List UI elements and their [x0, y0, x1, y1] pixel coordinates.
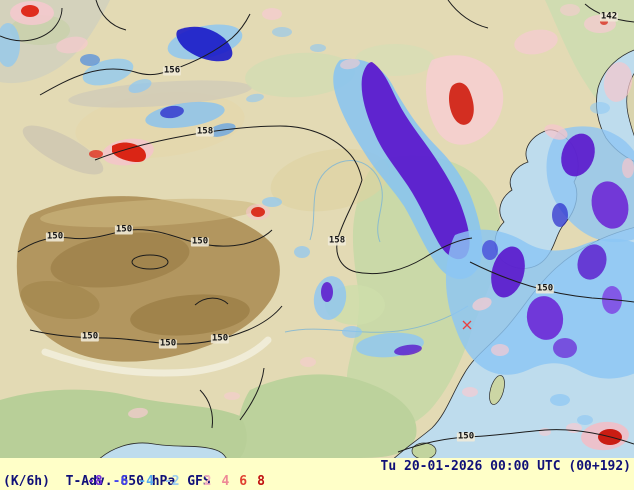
- contour-label: 150: [456, 431, 476, 442]
- rivers: [284, 160, 469, 333]
- contour-label: 142: [599, 11, 619, 22]
- taiwan-island: [489, 375, 505, 405]
- scale-value-neg4: -4: [138, 474, 154, 489]
- datetime-label: Tu 20-01-2026 00:00 UTC (00+192): [380, 459, 631, 474]
- contour-label: 158: [195, 126, 215, 137]
- contour-label: 150: [190, 236, 210, 247]
- cross-marker-icon: [462, 320, 472, 330]
- contour-label: 156: [162, 65, 182, 76]
- legend-bar: T-Adv. 850 hPa GFS Tu 20-01-2026 00:00 UT…: [0, 458, 634, 490]
- scale-value-neg6: -6: [112, 474, 129, 489]
- scale-value-neg8: -8: [87, 474, 103, 489]
- contour-label: 150: [535, 283, 555, 294]
- contour-label: 150: [45, 231, 65, 242]
- weather-map: [0, 0, 634, 458]
- scale-value-8: 8: [257, 474, 265, 489]
- cold-advection-layer: [0, 23, 634, 425]
- contour-label: 150: [158, 338, 178, 349]
- unit-label: (K/6h): [3, 474, 50, 489]
- map-area: 142 156 158 158 150 150 150 150 150 150 …: [0, 0, 634, 458]
- color-scale: -8 -6 -4 -2 2 4 6 8: [87, 474, 265, 489]
- map-title: T-Adv. 850 hPa: [65, 474, 176, 489]
- bay-of-bengal: [99, 442, 227, 458]
- scale-value-neg2: -2: [163, 474, 180, 489]
- contour-label: 150: [114, 224, 134, 235]
- model-label: GFS: [187, 474, 211, 489]
- scale-value-6: 6: [239, 474, 248, 489]
- contour-label: 150: [80, 331, 100, 342]
- scale-value-4: 4: [221, 474, 230, 489]
- scale-value-2: 2: [203, 474, 212, 489]
- hainan-island: [411, 442, 437, 458]
- title-group: T-Adv. 850 hPa GFS: [3, 459, 211, 490]
- contour-label: 150: [210, 333, 230, 344]
- contour-label: 158: [327, 235, 347, 246]
